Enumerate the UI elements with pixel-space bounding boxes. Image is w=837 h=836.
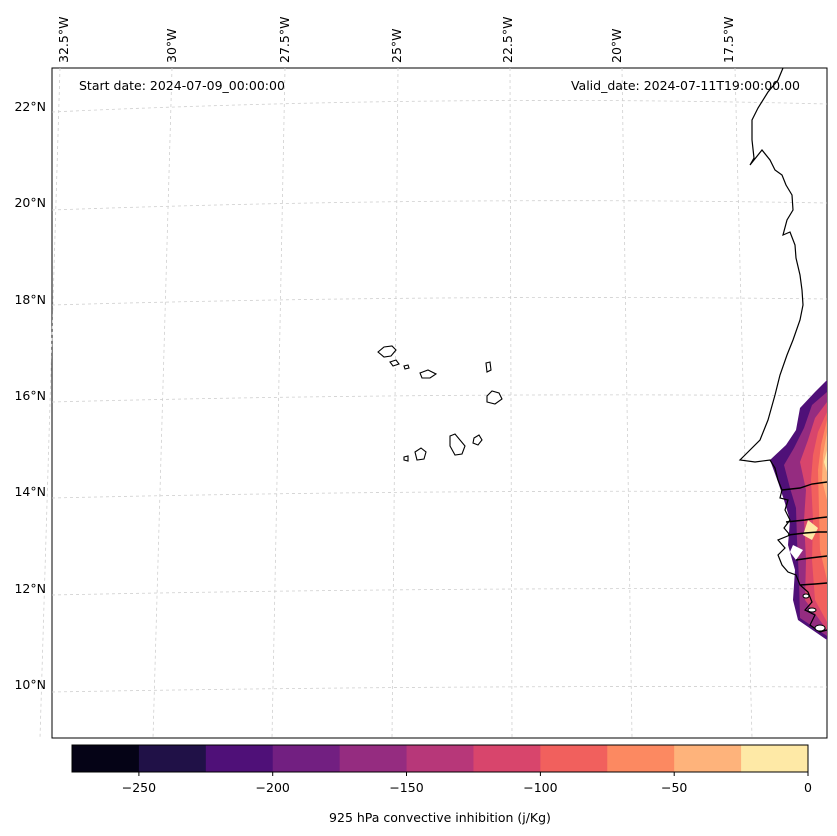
colorbar-band <box>540 745 608 772</box>
colorbar: −250 −200 −150 −100 −50 0 925 hPa convec… <box>71 744 812 825</box>
lat-label: 18°N <box>14 292 46 307</box>
colorbar-tick-label: −50 <box>661 780 687 795</box>
lon-label: 27.5°W <box>277 17 292 63</box>
colorbar-band <box>205 745 274 772</box>
colorbar-band <box>138 745 207 772</box>
lon-label: 30°W <box>164 28 179 63</box>
start-date-label: Start date: 2024-07-09_00:00:00 <box>79 78 285 93</box>
latitude-labels: 22°N 20°N 18°N 16°N 14°N 12°N 10°N <box>14 99 46 692</box>
colorbar-frame <box>71 744 809 773</box>
map-frame <box>51 67 828 739</box>
cape-verde-islands <box>377 345 503 462</box>
colorbar-tick-label: 0 <box>804 780 812 795</box>
lat-label: 20°N <box>14 195 46 210</box>
colorbar-band <box>674 745 742 772</box>
country-borders <box>781 481 828 586</box>
cin-contours <box>770 380 827 640</box>
colorbar-tick-label: −150 <box>389 780 423 795</box>
lat-label: 22°N <box>14 99 46 114</box>
bissagos-islands <box>802 593 826 632</box>
lat-label: 12°N <box>14 581 46 596</box>
lat-label: 14°N <box>14 484 46 499</box>
colorbar-title: 925 hPa convective inhibition (j/Kg) <box>329 810 551 825</box>
colorbar-band <box>741 745 809 772</box>
lon-label: 17.5°W <box>721 17 736 63</box>
colorbar-tick-label: −100 <box>523 780 557 795</box>
colorbar-band <box>72 745 140 772</box>
lon-label: 32.5°W <box>56 17 71 63</box>
map-panel: Start date: 2024-07-09_00:00:00 Valid_da… <box>39 67 828 739</box>
colorbar-band <box>406 745 474 772</box>
colorbar-tick-labels: −250 −200 −150 −100 −50 0 <box>122 780 812 795</box>
colorbar-tick-label: −250 <box>122 780 156 795</box>
west-africa-coastline <box>738 67 828 633</box>
colorbar-band <box>272 745 341 772</box>
colorbar-tick-label: −200 <box>256 780 290 795</box>
graticule <box>39 67 828 739</box>
colorbar-band <box>473 745 541 772</box>
lat-label: 16°N <box>14 388 46 403</box>
valid-date-label: Valid_date: 2024-07-11T19:00:00.00 <box>571 78 800 93</box>
colorbar-bands <box>72 745 809 772</box>
colorbar-band <box>607 745 675 772</box>
lon-label: 25°W <box>389 28 404 63</box>
lon-label: 22.5°W <box>500 17 515 63</box>
lon-label: 20°W <box>609 28 624 63</box>
lat-label: 10°N <box>14 677 46 692</box>
colorbar-ticks <box>138 772 809 776</box>
longitude-labels: 32.5°W 30°W 27.5°W 25°W 22.5°W 20°W 17.5… <box>56 17 736 63</box>
colorbar-band <box>339 745 408 772</box>
